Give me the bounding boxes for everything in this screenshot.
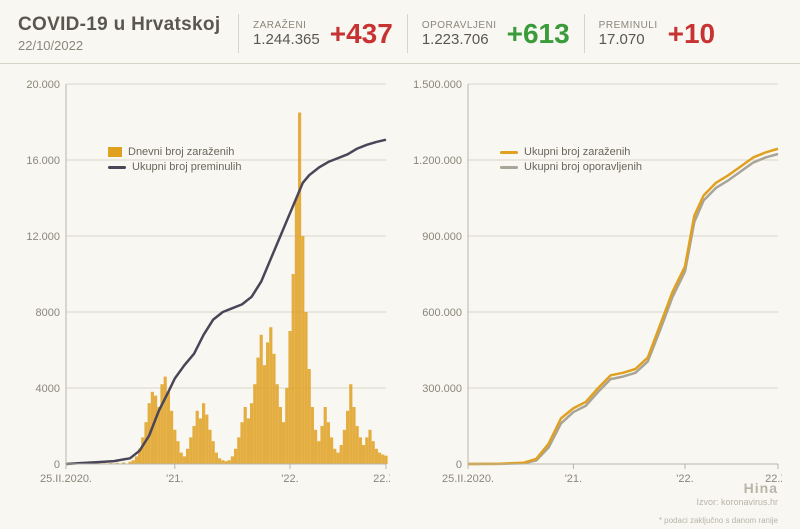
source-credit: Hina Izvor: koronavirus.hr xyxy=(696,479,778,509)
stat-delta: +613 xyxy=(507,18,570,50)
svg-text:0: 0 xyxy=(54,459,60,471)
stat-block: OPORAVLJENI1.223.706 +613 xyxy=(407,14,584,53)
stat-block: PREMINULI17.070 +10 xyxy=(584,14,729,53)
charts-row: Dnevni broj zaraženih Ukupni broj premin… xyxy=(0,64,800,514)
legend-label: Ukupni broj oporavljenih xyxy=(524,161,642,173)
svg-text:4000: 4000 xyxy=(36,383,60,395)
legend-item: Dnevni broj zaraženih xyxy=(108,146,241,158)
swatch-bar-icon xyxy=(108,147,122,157)
page-title: COVID-19 u Hrvatskoj xyxy=(18,14,238,36)
svg-text:'21.: '21. xyxy=(565,473,582,485)
stat-label: PREMINULI xyxy=(599,20,658,31)
chart-left-svg: 0 4000 8000 12.000 16.000 20.000 25.II.2020. '2… xyxy=(18,74,390,504)
svg-text:'21.: '21. xyxy=(166,473,183,485)
svg-text:16.000: 16.000 xyxy=(26,155,60,167)
svg-text:25.II.2020.: 25.II.2020. xyxy=(40,473,92,485)
source-line: Izvor: koronavirus.hr xyxy=(696,497,778,509)
legend-right: Ukupni broj zaraženih Ukupni broj oporav… xyxy=(500,146,642,176)
swatch-line-icon xyxy=(108,166,126,169)
stat-block: ZARAŽENI1.244.365 +437 xyxy=(238,14,407,53)
svg-text:'22.: '22. xyxy=(281,473,298,485)
legend-item: Ukupni broj oporavljenih xyxy=(500,161,642,173)
stat-total: 1.223.706 xyxy=(422,31,497,48)
stat-delta: +10 xyxy=(668,18,716,50)
stat-label: OPORAVLJENI xyxy=(422,20,497,31)
svg-text:900.000: 900.000 xyxy=(422,231,462,243)
svg-text:22.X.: 22.X. xyxy=(373,473,390,485)
svg-text:25.II.2020.: 25.II.2020. xyxy=(442,473,494,485)
source-brand: Hina xyxy=(696,479,778,497)
stat-total: 1.244.365 xyxy=(253,31,320,48)
title-block: COVID-19 u Hrvatskoj 22/10/2022 xyxy=(18,14,238,53)
legend-item: Ukupni broj zaraženih xyxy=(500,146,642,158)
chart-right-svg: 0 300.000 600.000 900.000 1.200.000 1.500.000… xyxy=(410,74,782,504)
legend-label: Dnevni broj zaraženih xyxy=(128,146,234,158)
stat-total: 17.070 xyxy=(599,31,658,48)
stat-label: ZARAŽENI xyxy=(253,20,320,31)
swatch-line-icon xyxy=(500,151,518,154)
chart-right: Ukupni broj zaraženih Ukupni broj oporav… xyxy=(410,74,782,514)
chart-left: Dnevni broj zaraženih Ukupni broj premin… xyxy=(18,74,390,514)
svg-text:'22.: '22. xyxy=(676,473,693,485)
svg-text:12.000: 12.000 xyxy=(26,231,60,243)
svg-text:1.200.000: 1.200.000 xyxy=(413,155,462,167)
svg-text:0: 0 xyxy=(456,459,462,471)
stat-delta: +437 xyxy=(330,18,393,50)
svg-text:8000: 8000 xyxy=(36,307,60,319)
svg-text:600.000: 600.000 xyxy=(422,307,462,319)
infographic-root: COVID-19 u Hrvatskoj 22/10/2022 ZARAŽENI… xyxy=(0,0,800,529)
svg-text:1.500.000: 1.500.000 xyxy=(413,79,462,91)
header: COVID-19 u Hrvatskoj 22/10/2022 ZARAŽENI… xyxy=(0,0,800,64)
svg-text:300.000: 300.000 xyxy=(422,383,462,395)
swatch-line-icon xyxy=(500,166,518,169)
page-date: 22/10/2022 xyxy=(18,38,238,53)
legend-label: Ukupni broj preminulih xyxy=(132,161,241,173)
footnote: * podaci zaključno s danom ranije xyxy=(659,516,778,525)
legend-left: Dnevni broj zaraženih Ukupni broj premin… xyxy=(108,146,241,176)
legend-label: Ukupni broj zaraženih xyxy=(524,146,630,158)
svg-text:20.000: 20.000 xyxy=(26,79,60,91)
legend-item: Ukupni broj preminulih xyxy=(108,161,241,173)
